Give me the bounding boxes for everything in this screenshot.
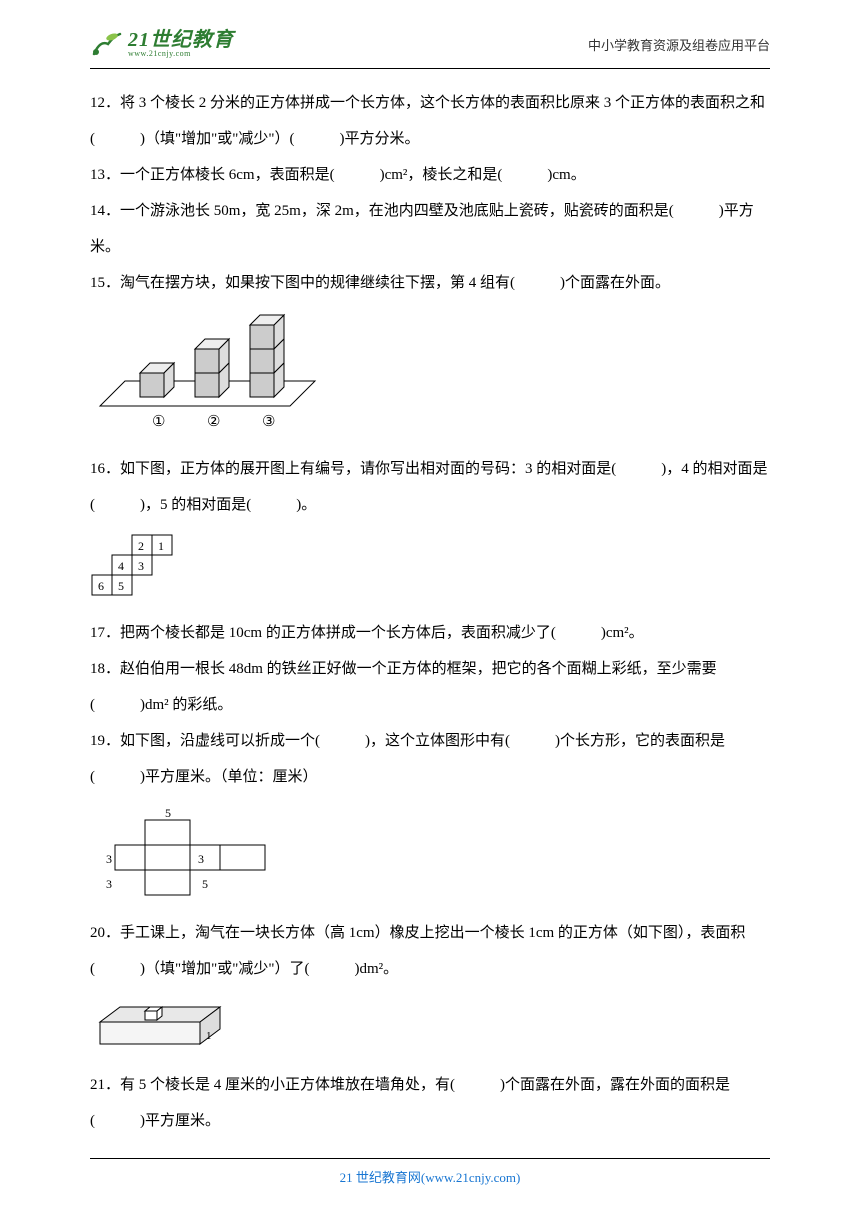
svg-text:1: 1 — [206, 1030, 212, 1042]
q15-label-2: ② — [207, 414, 220, 430]
figure-q16: 2 1 4 3 6 5 — [90, 533, 770, 605]
logo-sub-text: www.21cnjy.com — [128, 50, 234, 58]
logo-icon — [90, 30, 122, 58]
question-20: 20．手工课上，淘气在一块长方体（高 1cm）橡皮上挖出一个棱长 1cm 的正方… — [90, 915, 770, 987]
footer-text: 21 世纪教育网(www.21cnjy.com) — [0, 1167, 860, 1186]
question-18: 18．赵伯伯用一根长 48dm 的铁丝正好做一个正方体的框架，把它的各个面糊上彩… — [90, 651, 770, 723]
footer-divider — [90, 1158, 770, 1159]
svg-text:5: 5 — [118, 579, 124, 593]
figure-q19: 5 3 3 3 5 — [90, 805, 770, 905]
question-12: 12．将 3 个棱长 2 分米的正方体拼成一个长方体，这个长方体的表面积比原来 … — [90, 85, 770, 157]
svg-text:5: 5 — [202, 877, 208, 891]
svg-text:1: 1 — [158, 539, 164, 553]
page-footer: 21 世纪教育网(www.21cnjy.com) — [0, 1158, 860, 1186]
svg-text:3: 3 — [138, 559, 144, 573]
footer-brand: 21 世纪教育网 — [340, 1170, 421, 1185]
svg-text:6: 6 — [98, 579, 104, 593]
figure-q20: 1 — [90, 997, 770, 1057]
svg-text:4: 4 — [118, 559, 124, 573]
question-13: 13．一个正方体棱长 6cm，表面积是( )cm²，棱长之和是( )cm。 — [90, 157, 770, 193]
q15-label-3: ③ — [262, 414, 275, 430]
question-17: 17．把两个棱长都是 10cm 的正方体拼成一个长方体后，表面积减少了( )cm… — [90, 615, 770, 651]
footer-url: (www.21cnjy.com) — [421, 1170, 520, 1185]
svg-text:5: 5 — [165, 806, 171, 820]
content-area: 12．将 3 个棱长 2 分米的正方体拼成一个长方体，这个长方体的表面积比原来 … — [0, 69, 860, 1139]
question-16: 16．如下图，正方体的展开图上有编号，请你写出相对面的号码：3 的相对面是( )… — [90, 451, 770, 523]
logo-main-text: 21世纪教育 — [128, 30, 234, 50]
question-14: 14．一个游泳池长 50m，宽 25m，深 2m，在池内四壁及池底贴上瓷砖，贴瓷… — [90, 193, 770, 265]
logo-area: 21世纪教育 www.21cnjy.com — [90, 30, 234, 58]
question-21: 21．有 5 个棱长是 4 厘米的小正方体堆放在墙角处，有( )个面露在外面，露… — [90, 1067, 770, 1139]
question-15: 15．淘气在摆方块，如果按下图中的规律继续往下摆，第 4 组有( )个面露在外面… — [90, 265, 770, 301]
svg-text:2: 2 — [138, 539, 144, 553]
figure-q15: ① ② ③ — [90, 311, 770, 441]
logo-text: 21世纪教育 www.21cnjy.com — [128, 30, 234, 58]
svg-text:3: 3 — [198, 852, 204, 866]
header-right-text: 中小学教育资源及组卷应用平台 — [588, 35, 770, 54]
svg-text:3: 3 — [106, 852, 112, 866]
svg-text:3: 3 — [106, 877, 112, 891]
q15-label-1: ① — [152, 414, 165, 430]
question-19: 19．如下图，沿虚线可以折成一个( )，这个立体图形中有( )个长方形，它的表面… — [90, 723, 770, 795]
page-header: 21世纪教育 www.21cnjy.com 中小学教育资源及组卷应用平台 — [0, 0, 860, 68]
